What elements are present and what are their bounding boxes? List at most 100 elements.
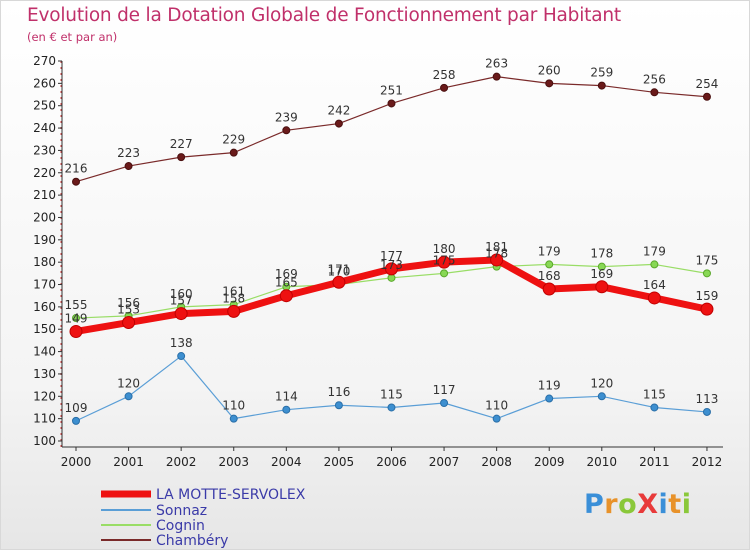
data-label-cognin: 156 bbox=[117, 296, 140, 310]
data-label-chambery: 254 bbox=[696, 77, 719, 91]
data-label-sonnaz: 110 bbox=[485, 399, 508, 413]
data-label-sonnaz: 113 bbox=[696, 392, 719, 406]
data-point-la-motte-servolex bbox=[227, 304, 241, 318]
data-point-la-motte-servolex bbox=[542, 282, 556, 296]
data-point-la-motte-servolex bbox=[279, 289, 293, 303]
legend-label-la-motte-servolex: LA MOTTE-SERVOLEX bbox=[156, 487, 306, 503]
data-point-cognin bbox=[702, 269, 711, 278]
data-label-cognin: 160 bbox=[170, 287, 193, 301]
data-label-sonnaz: 120 bbox=[117, 376, 140, 390]
data-point-la-motte-servolex bbox=[69, 324, 83, 338]
data-point-chambery bbox=[492, 72, 501, 81]
data-point-sonnaz bbox=[282, 405, 291, 414]
data-labels: 216 223 227 229 239 242 251 258 263 260 259 256 254 1… bbox=[65, 57, 719, 415]
data-label-la-motte-servolex: 164 bbox=[643, 278, 666, 292]
data-label-la-motte-servolex: 168 bbox=[538, 269, 561, 283]
data-point-sonnaz bbox=[492, 414, 501, 423]
data-point-sonnaz bbox=[229, 414, 238, 423]
data-label-chambery: 251 bbox=[380, 83, 403, 97]
data-point-chambery bbox=[702, 92, 711, 101]
proxiti-logo: ProXiti bbox=[584, 489, 691, 520]
x-tick-label: 2011 bbox=[639, 455, 670, 469]
y-tick-label: 130 bbox=[33, 367, 56, 381]
x-tick-label: 2004 bbox=[271, 455, 302, 469]
data-label-la-motte-servolex: 159 bbox=[696, 289, 719, 303]
data-point-chambery bbox=[597, 81, 606, 90]
data-label-chambery: 242 bbox=[327, 104, 350, 118]
data-point-la-motte-servolex bbox=[174, 307, 188, 321]
x-tick-label: 2003 bbox=[218, 455, 249, 469]
data-point-sonnaz bbox=[124, 392, 133, 401]
data-label-la-motte-servolex: 149 bbox=[65, 311, 88, 325]
y-tick-label: 100 bbox=[33, 434, 56, 448]
data-point-sonnaz bbox=[72, 416, 80, 425]
data-point-la-motte-servolex bbox=[595, 280, 609, 294]
y-tick-label: 140 bbox=[33, 345, 56, 359]
y-tick-label: 110 bbox=[33, 412, 56, 426]
data-point-chambery bbox=[177, 153, 186, 162]
data-point-chambery bbox=[387, 99, 396, 108]
data-label-la-motte-servolex: 153 bbox=[117, 303, 140, 317]
data-label-cognin: 179 bbox=[538, 244, 561, 258]
y-tick-label: 200 bbox=[33, 210, 56, 224]
x-tick-label: 2002 bbox=[166, 455, 197, 469]
data-point-la-motte-servolex bbox=[437, 255, 451, 269]
chart-title: Evolution de la Dotation Globale de Fonc… bbox=[27, 5, 621, 26]
logo-letter: i bbox=[658, 489, 669, 520]
data-label-cognin: 173 bbox=[380, 258, 403, 272]
data-label-la-motte-servolex: 180 bbox=[433, 242, 456, 256]
data-point-sonnaz bbox=[702, 407, 711, 416]
data-point-sonnaz bbox=[440, 399, 449, 407]
data-point-la-motte-servolex bbox=[384, 262, 398, 276]
data-point-sonnaz bbox=[334, 401, 343, 410]
data-point-cognin bbox=[650, 260, 659, 269]
data-point-chambery bbox=[282, 126, 291, 135]
logo-letter: o bbox=[618, 489, 638, 520]
data-label-chambery: 223 bbox=[117, 146, 140, 160]
data-point-la-motte-servolex bbox=[647, 291, 661, 305]
data-label-cognin: 170 bbox=[327, 265, 350, 279]
x-tick-label: 2000 bbox=[61, 455, 92, 469]
data-label-chambery: 260 bbox=[538, 63, 561, 77]
data-point-chambery bbox=[440, 83, 449, 92]
data-label-chambery: 256 bbox=[643, 72, 666, 86]
data-label-chambery: 229 bbox=[222, 133, 245, 147]
y-tick-label: 270 bbox=[33, 54, 56, 68]
y-tick-label: 220 bbox=[33, 166, 56, 180]
data-point-cognin bbox=[72, 314, 80, 323]
data-point-cognin bbox=[597, 262, 606, 271]
data-point-chambery bbox=[124, 162, 133, 171]
data-label-sonnaz: 109 bbox=[65, 401, 88, 415]
chart-series bbox=[69, 72, 714, 425]
data-label-la-motte-servolex: 169 bbox=[590, 267, 613, 281]
data-label-cognin: 178 bbox=[485, 247, 508, 261]
data-point-chambery bbox=[545, 79, 554, 88]
data-label-sonnaz: 120 bbox=[590, 376, 613, 390]
data-label-la-motte-servolex: 177 bbox=[380, 249, 403, 263]
y-tick-label: 120 bbox=[33, 389, 56, 403]
y-tick-label: 170 bbox=[33, 278, 56, 292]
data-label-chambery: 258 bbox=[433, 68, 456, 82]
data-label-chambery: 216 bbox=[65, 162, 88, 176]
x-tick-label: 2006 bbox=[376, 455, 407, 469]
y-tick-label: 260 bbox=[33, 76, 56, 90]
data-point-la-motte-servolex bbox=[332, 275, 346, 289]
y-tick-label: 150 bbox=[33, 322, 56, 336]
x-tick-label: 2009 bbox=[534, 455, 565, 469]
y-tick-label: 250 bbox=[33, 99, 56, 113]
data-label-la-motte-servolex: 158 bbox=[222, 291, 245, 305]
data-point-chambery bbox=[334, 119, 343, 128]
data-label-la-motte-servolex: 181 bbox=[485, 240, 508, 254]
data-label-cognin: 178 bbox=[590, 247, 613, 261]
x-tick-label: 2012 bbox=[692, 455, 723, 469]
data-label-cognin: 169 bbox=[275, 267, 298, 281]
data-label-sonnaz: 110 bbox=[222, 399, 245, 413]
logo-letter: t bbox=[668, 489, 682, 520]
x-tick-label: 2007 bbox=[429, 455, 460, 469]
y-tick-label: 230 bbox=[33, 143, 56, 157]
data-label-cognin: 161 bbox=[222, 285, 245, 299]
data-point-chambery bbox=[229, 148, 238, 157]
